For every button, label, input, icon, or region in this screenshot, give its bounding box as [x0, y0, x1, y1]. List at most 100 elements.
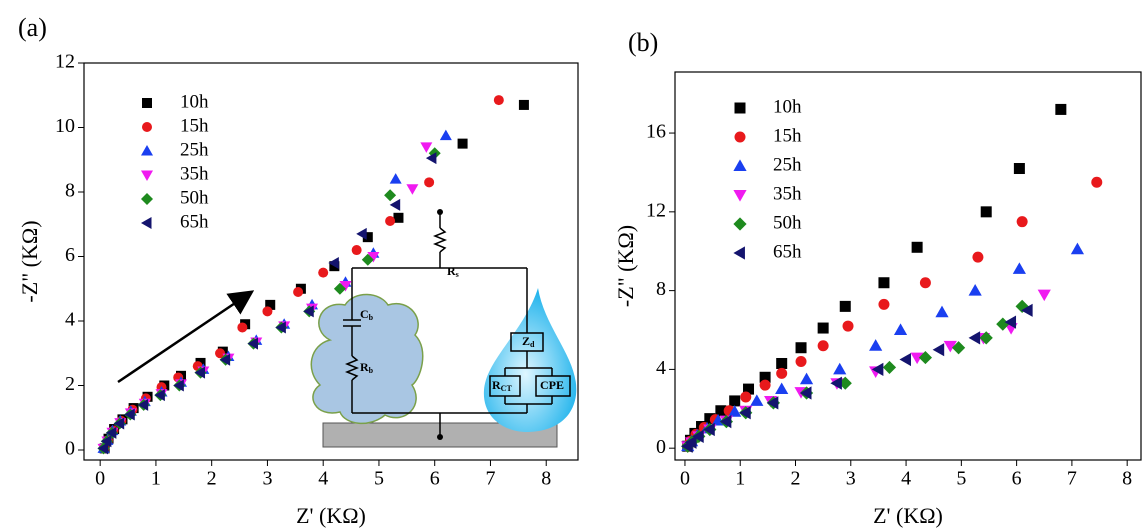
y-tick-label: 8 [65, 180, 75, 202]
point [493, 95, 504, 106]
point [766, 396, 779, 410]
point [882, 360, 897, 375]
point [237, 322, 248, 333]
x-tick-label: 2 [207, 468, 217, 490]
point [776, 367, 788, 379]
point [1012, 262, 1026, 274]
terminal [437, 209, 443, 215]
point [842, 320, 854, 332]
point [1070, 242, 1085, 255]
terminal [437, 434, 443, 440]
point [951, 341, 966, 355]
inset-label: RCT [492, 378, 512, 393]
inset-label-main: R [492, 378, 501, 392]
point [911, 241, 923, 253]
inset-label: Rs [447, 264, 459, 279]
x-tick-label: 0 [680, 468, 690, 490]
legend-label: 65h [773, 241, 802, 262]
y-tick-label: 6 [65, 244, 75, 266]
point [97, 442, 109, 455]
point [871, 362, 884, 377]
inset-label-sub: CT [501, 384, 513, 393]
point [215, 348, 226, 359]
point [425, 152, 437, 165]
point [384, 189, 397, 202]
panel-label: (b) [628, 28, 658, 57]
point [1037, 289, 1051, 302]
point [968, 331, 981, 345]
point [795, 342, 807, 354]
point [776, 357, 788, 369]
inset-label: Zd [522, 334, 535, 349]
legend-marker [733, 246, 745, 260]
legend-marker [733, 190, 747, 202]
legend-label: 10h [180, 91, 209, 112]
y-tick-label: 12 [55, 51, 75, 73]
point [275, 321, 286, 334]
inset-label-main: R [360, 360, 369, 374]
cloud [310, 293, 424, 424]
point [1013, 163, 1025, 175]
y-tick-label: 8 [656, 278, 666, 300]
inset-label: CPE [540, 378, 564, 392]
point [799, 386, 812, 400]
point [247, 337, 258, 350]
point [124, 408, 135, 421]
point [740, 391, 752, 403]
point [518, 99, 529, 110]
legend-marker [734, 102, 746, 114]
point [919, 277, 931, 289]
point [424, 177, 435, 188]
point [100, 435, 112, 448]
point [262, 306, 273, 317]
y-axis-label: -Z" (KΩ) [17, 220, 42, 302]
x-tick-label: 1 [151, 468, 161, 490]
legend-marker [141, 170, 153, 181]
legend-label: 35h [773, 183, 802, 204]
point [684, 435, 697, 449]
point [137, 398, 149, 411]
legend-marker [734, 131, 746, 143]
x-tick-label: 5 [956, 468, 966, 490]
legend-label: 65h [180, 211, 209, 232]
inset-label-sub: d [530, 340, 535, 349]
point [105, 426, 117, 439]
point [393, 212, 404, 223]
point [728, 405, 742, 417]
legend-label: 35h [180, 163, 209, 184]
circuit-lines [343, 212, 571, 437]
point [194, 366, 206, 379]
legend-marker [733, 159, 747, 171]
plot-frame [674, 71, 1142, 461]
inset-label-sub: s [456, 270, 459, 279]
x-tick-label: 3 [846, 468, 856, 490]
trend-arrow [117, 290, 255, 384]
point [351, 245, 362, 256]
point [795, 356, 807, 368]
point [367, 252, 380, 263]
inset-label-main: R [447, 264, 456, 278]
point [743, 383, 755, 395]
point [839, 300, 851, 312]
y-tick-label: 16 [646, 121, 666, 143]
point [759, 371, 771, 383]
point [838, 376, 852, 390]
point [692, 429, 704, 443]
point [406, 184, 419, 195]
point [1091, 176, 1103, 188]
point [318, 267, 329, 278]
point [420, 142, 433, 153]
legend-marker [733, 217, 747, 231]
legend-marker [142, 122, 152, 132]
point [703, 422, 715, 437]
inset-label-sub: b [369, 313, 374, 322]
point [799, 372, 814, 385]
legend-label: 15h [773, 125, 802, 146]
x-tick-label: 6 [1012, 468, 1022, 490]
panel-label: (a) [18, 13, 47, 42]
point [972, 251, 984, 263]
y-tick-label: 2 [65, 373, 75, 395]
point [943, 340, 957, 353]
